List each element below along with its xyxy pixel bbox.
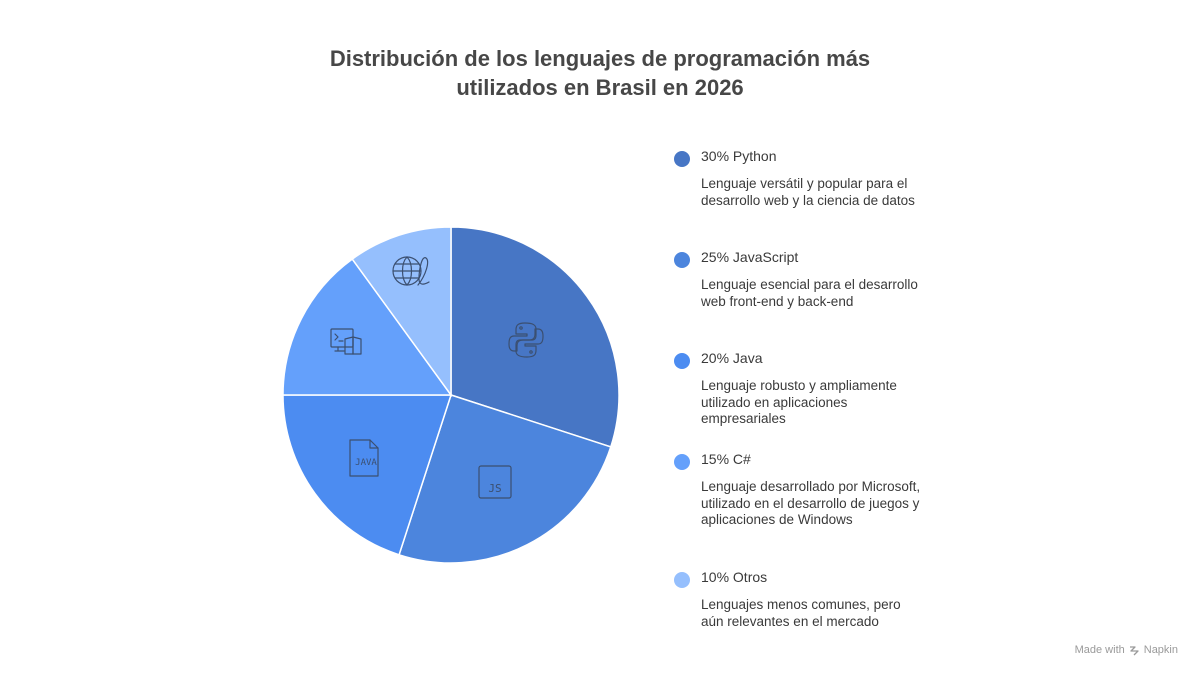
made-with-text: Made with	[1074, 644, 1125, 656]
napkin-logo-icon	[1129, 645, 1139, 655]
legend-dot-javascript	[674, 252, 690, 268]
legend-dot-csharp	[674, 454, 690, 470]
pie-slice-csharp	[282, 258, 453, 396]
js-file-icon: JS	[478, 465, 512, 499]
legend-dot-otros	[674, 572, 690, 588]
legend-description-otros: Lenguajes menos comunes, pero aún releva…	[701, 597, 901, 629]
legend-description-javascript: Lenguaje esencial para el desarrollo web…	[701, 277, 918, 309]
chart-title-line-1: Distribución de los lenguajes de program…	[329, 46, 871, 71]
legend-dot-python	[674, 151, 690, 167]
terminal-book-icon	[330, 328, 362, 355]
python-icon	[508, 322, 544, 358]
legend-label-csharp: 15% C#	[701, 451, 751, 467]
svg-text:JAVA: JAVA	[355, 458, 377, 468]
legend-dot-java	[674, 353, 690, 369]
legend-label-otros: 10% Otros	[701, 569, 768, 585]
legend-description-java: Lenguaje robusto y ampliamente utilizado…	[701, 378, 897, 427]
legend-label-javascript: 25% JavaScript	[701, 249, 799, 265]
legend-label-python: 30% Python	[701, 148, 777, 164]
legend-label-java: 20% Java	[701, 350, 763, 366]
pie-slice-javascript	[398, 394, 612, 564]
globe-script-icon	[392, 256, 430, 286]
java-file-icon: JAVA	[349, 439, 379, 477]
made-with-napkin-footer[interactable]: Made with Napkin	[1075, 644, 1178, 656]
pie-slice-java	[282, 394, 453, 556]
pie-chart: JS JAVA	[282, 226, 620, 564]
svg-text:JS: JS	[488, 482, 501, 495]
chart-title-line-2: utilizados en Brasil en 2026	[456, 75, 744, 100]
legend-description-csharp: Lenguaje desarrollado por Microsoft, uti…	[701, 479, 921, 528]
chart-title: Distribución de los lenguajes de program…	[250, 44, 950, 102]
legend-description-python: Lenguaje versátil y popular para el desa…	[701, 176, 915, 208]
napkin-brand-text: Napkin	[1143, 644, 1178, 656]
